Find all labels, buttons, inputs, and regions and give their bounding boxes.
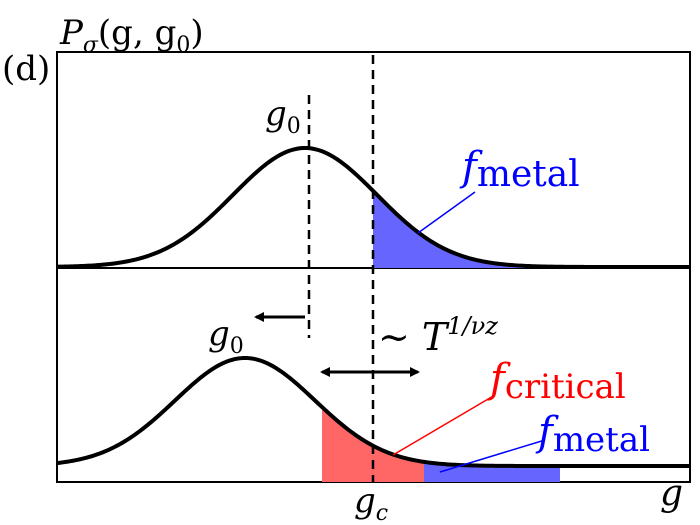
bottom-fcritical-fill	[322, 407, 424, 482]
gc-label: gc	[354, 481, 388, 525]
top-fmetal-leader	[417, 191, 476, 234]
scaling-label: ∼ T1/νz	[378, 312, 498, 359]
top-fmetal-fill	[373, 190, 545, 268]
fcritical-label: fcritical	[487, 356, 626, 407]
fcritical-leader	[392, 394, 496, 456]
x-axis-label: g	[660, 473, 683, 514]
bottom-fmetal-leader	[439, 439, 546, 473]
top-g0-label: g0	[265, 94, 301, 139]
panel-label: (d)	[2, 49, 50, 89]
bottom-fmetal-label: fmetal	[535, 409, 650, 460]
y-axis-label: Pσ(g, g0)	[59, 13, 204, 58]
bottom-g0-label: g0	[208, 314, 244, 359]
top-fmetal-label: fmetal	[459, 144, 580, 195]
